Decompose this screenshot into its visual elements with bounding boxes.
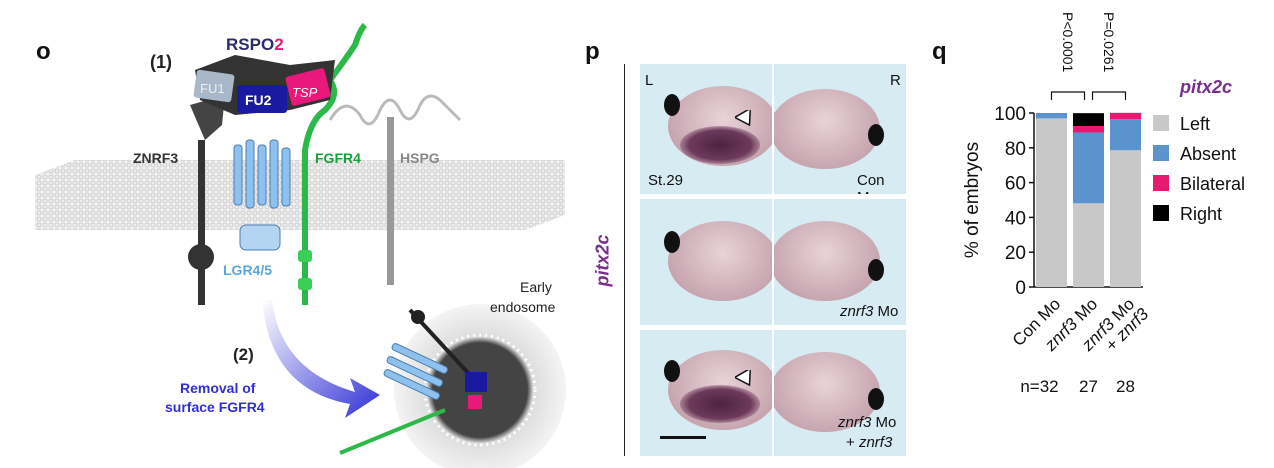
panel-q-label: q bbox=[932, 38, 947, 65]
lgr-label: LGR4/5 bbox=[223, 262, 272, 278]
removal-line2: surface FGFR4 bbox=[165, 399, 265, 415]
left-label: L bbox=[645, 72, 654, 89]
y-tick-label: 100 bbox=[994, 104, 1026, 125]
y-tick-label: 80 bbox=[1005, 139, 1026, 160]
hspg-rod bbox=[387, 117, 394, 285]
bar-segment-right bbox=[1073, 113, 1104, 127]
legend-swatch-bilateral bbox=[1153, 175, 1169, 191]
panel-o-label: o bbox=[36, 38, 51, 65]
bar-segment-bilateral bbox=[1073, 126, 1104, 133]
fu2-label: FU2 bbox=[245, 92, 272, 108]
panel-p-label: p bbox=[585, 38, 600, 65]
significance-bracket bbox=[1091, 91, 1127, 100]
bar-segment-absent bbox=[1110, 119, 1141, 151]
bar-segment-left bbox=[1110, 150, 1141, 287]
legend-swatch-left bbox=[1153, 115, 1169, 131]
arrowhead-icon bbox=[735, 370, 752, 387]
legend-label-bilateral: Bilateral bbox=[1180, 174, 1245, 194]
row-label-rescue-1: znrf3 Mo bbox=[838, 414, 897, 431]
n-label: 27 bbox=[1079, 377, 1098, 396]
legend-label-absent: Absent bbox=[1180, 144, 1236, 164]
hspg-chain bbox=[328, 94, 462, 126]
legend-label-right: Right bbox=[1180, 204, 1222, 224]
panel-p-divider bbox=[624, 64, 625, 456]
fgfr4-label: FGFR4 bbox=[315, 150, 361, 166]
y-tick-label: 0 bbox=[1015, 278, 1026, 299]
lgr-protein bbox=[233, 139, 291, 251]
legend-swatch-right bbox=[1153, 205, 1169, 221]
removal-arrow bbox=[262, 300, 380, 418]
stage-label: St.29 bbox=[648, 172, 684, 189]
legend-title: pitx2c bbox=[1179, 77, 1232, 97]
znrf3-label: ZNRF3 bbox=[133, 150, 178, 166]
early-endosome bbox=[339, 304, 566, 468]
endosome-label-2: endosome bbox=[490, 299, 556, 315]
embryo-image-znrf3-mo: znrf3 Mo bbox=[640, 199, 906, 325]
n-label: 28 bbox=[1116, 377, 1135, 396]
significance-bracket bbox=[1050, 91, 1086, 100]
bar-segment-absent bbox=[1036, 113, 1067, 119]
legend-swatch-absent bbox=[1153, 145, 1169, 161]
row-label-rescue-2: + znrf3 bbox=[846, 434, 893, 451]
n-label: n=32 bbox=[1020, 377, 1058, 396]
y-tick-label: 60 bbox=[1005, 174, 1026, 195]
tsp-label: TSP bbox=[292, 85, 318, 100]
endosome-label-1: Early bbox=[520, 279, 552, 295]
bar-segment-left bbox=[1036, 118, 1067, 287]
step2-label: (2) bbox=[233, 345, 254, 364]
row-label-znrf3-mo: znrf3 Mo bbox=[840, 303, 899, 320]
arrowhead-icon bbox=[735, 110, 752, 127]
y-axis-label: % of embryos bbox=[962, 142, 983, 258]
y-tick-label: 20 bbox=[1005, 243, 1026, 264]
bar-segment-left bbox=[1073, 203, 1104, 287]
y-tick-label: 40 bbox=[1005, 208, 1026, 229]
cell-membrane bbox=[35, 160, 565, 230]
p-value-label: P=0.0261 bbox=[1101, 12, 1117, 73]
hspg-label: HSPG bbox=[400, 150, 440, 166]
legend-label-left: Left bbox=[1180, 114, 1210, 134]
row-label-con-mo: Con Mo bbox=[857, 172, 885, 194]
right-label: R bbox=[890, 72, 901, 89]
p-value-label: P<0.0001 bbox=[1060, 12, 1076, 73]
rspo2-label: RSPO2 bbox=[226, 35, 284, 54]
rspo2-protein: FU1 FU2 TSP bbox=[193, 55, 335, 115]
embryo-image-rescue: znrf3 Mo + znrf3 bbox=[640, 330, 906, 456]
bar-segment-absent bbox=[1073, 132, 1104, 204]
scale-bar bbox=[660, 436, 706, 439]
removal-line1: Removal of bbox=[180, 380, 256, 396]
panel-o-diagram: FU1 FU2 TSP (1) RSPO2 ZNRF3 FGFR4 HSPG L… bbox=[35, 22, 566, 468]
bar-segment-bilateral bbox=[1110, 112, 1141, 120]
fu1-label: FU1 bbox=[200, 81, 225, 96]
embryo-image-con-mo: L R St.29 Con Mo bbox=[640, 64, 906, 194]
step1-label: (1) bbox=[150, 52, 172, 72]
